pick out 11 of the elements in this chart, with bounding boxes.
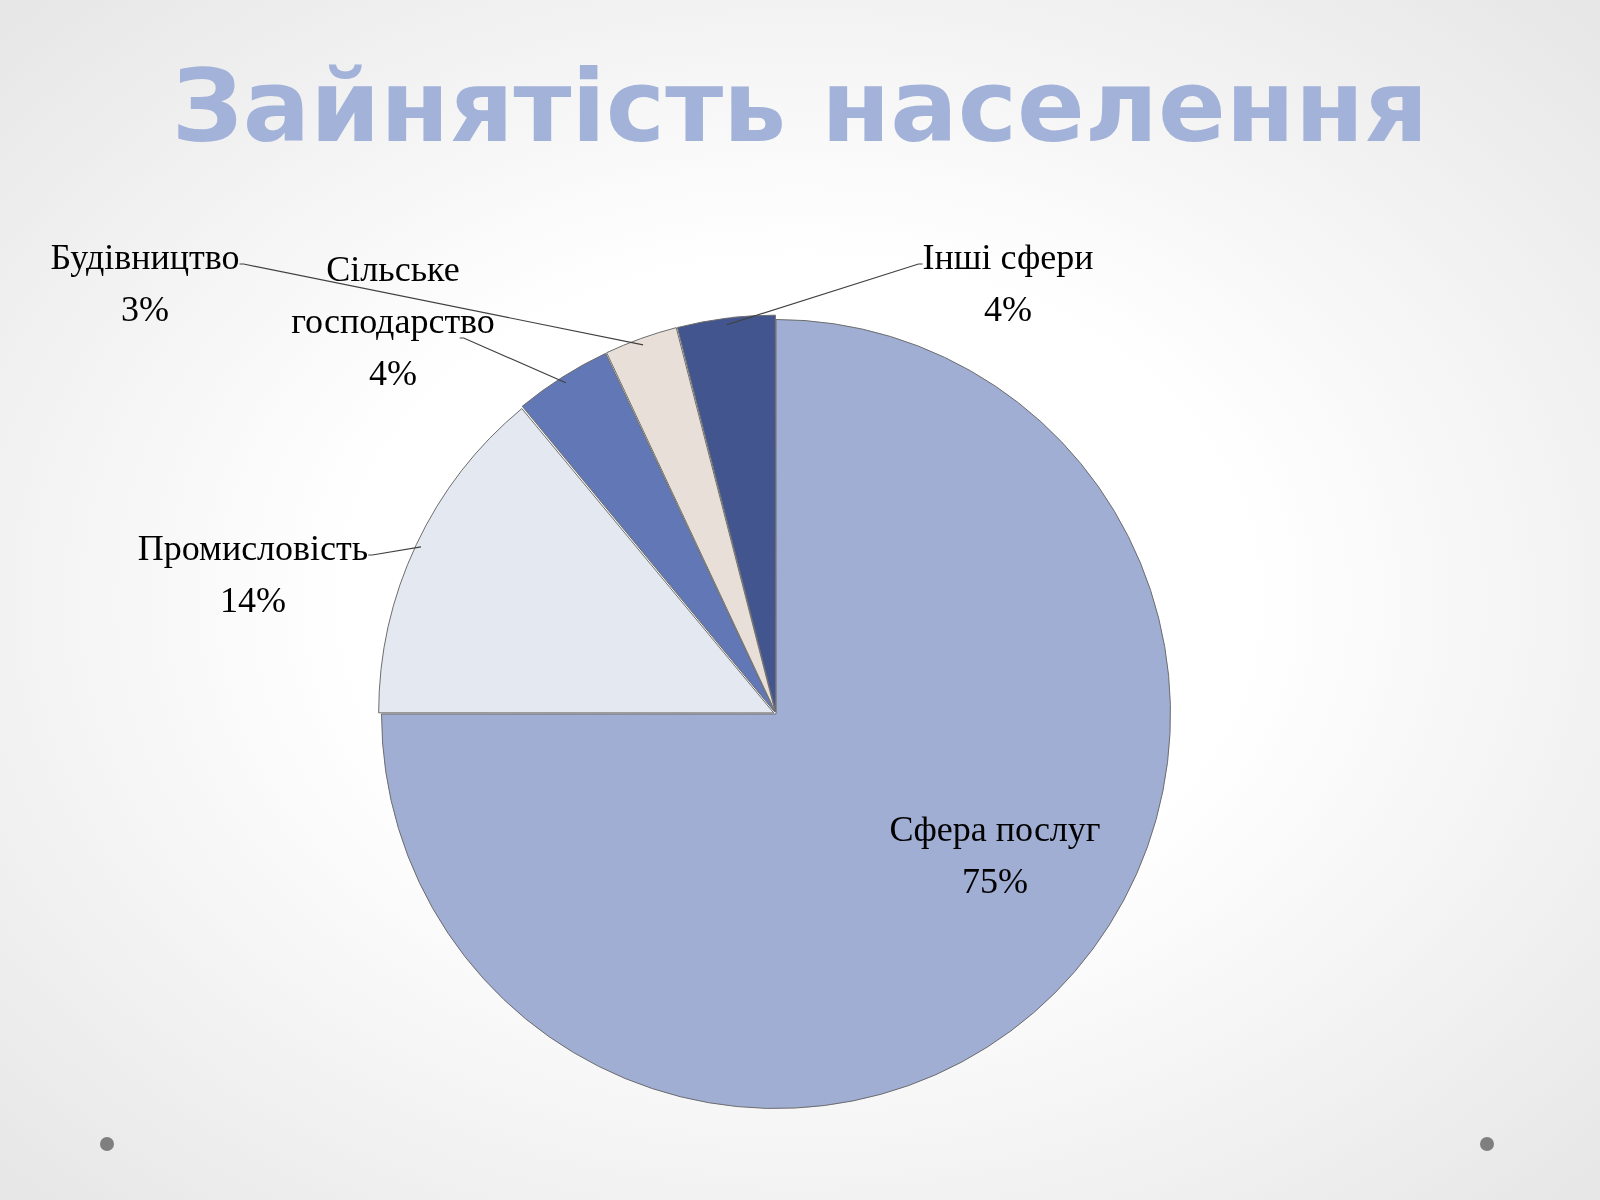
data-label: 3% — [121, 289, 169, 330]
chart-title: Зайнятість населення — [170, 48, 1430, 165]
slice-label: Інші сфери — [922, 237, 1094, 278]
slice-label: Промисловість — [137, 528, 369, 569]
data-label: 4% — [984, 289, 1032, 330]
slice-label: Будівництво — [50, 237, 240, 278]
data-label: 75% — [962, 861, 1028, 902]
data-label: 14% — [220, 580, 286, 621]
data-label: 4% — [369, 353, 417, 394]
slice-label: Сільське господарство — [291, 249, 495, 342]
slice-label: Сфера послуг — [889, 809, 1101, 850]
